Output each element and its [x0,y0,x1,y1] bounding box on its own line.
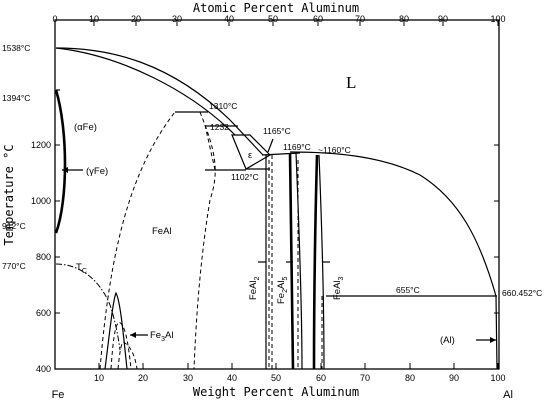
svg-text:Fe2Al5: Fe2Al5 [276,277,289,304]
phase-gamma-fe: (γFe) [86,166,108,177]
bottom-tick-30: 30 [183,373,193,383]
bottom-tick-100: 100 [490,373,505,383]
top-tick-0: 0 [52,14,57,24]
fe2al5-left [288,152,295,370]
bottom-tick-50: 50 [271,373,281,383]
gamma-arrowhead [62,167,68,173]
bottom-axis-ticks [54,363,499,369]
al-arrowhead [490,337,496,343]
top-tick-40: 40 [224,14,234,24]
top-tick-30: 30 [172,14,182,24]
phase-epsilon: ε [248,150,253,161]
fe3al-dome [104,291,128,370]
al-solvus [495,295,498,370]
bottom-tick-20: 20 [138,373,148,383]
phase-feal: FeAl [152,226,172,237]
top-tick-50: 50 [268,14,278,24]
label-1102: 1102°C [231,172,259,182]
left-tick-1200: 1200 [31,140,51,150]
phase-alpha-fe: (αFe) [74,122,97,133]
feal-boundary-left [99,111,176,370]
label-1165: 1165°C [263,126,291,136]
left-tick-600: 600 [36,308,51,318]
phase-al: (Al) [440,335,455,346]
svg-text:TC: TC [76,262,87,275]
label-1232: 1232 [210,122,229,132]
label-770: 770°C [2,261,26,271]
top-tick-60: 60 [313,14,323,24]
liquidus-fe [55,47,264,156]
arrow-1165 [267,138,274,153]
left-axis-title: Temperature °C [2,144,16,245]
phase-tc: TC [76,262,87,275]
tc-curve [55,263,121,351]
al-end-label: Al [503,389,513,401]
top-tick-70: 70 [355,14,365,24]
phase-feal2: FeAl2 [248,276,261,300]
top-tick-10: 10 [89,14,99,24]
feal-boundary-1232 [204,124,216,171]
left-tick-400: 400 [36,364,51,374]
top-axis-ticks [54,20,499,26]
label-1169: 1169°C [283,142,311,152]
liquidus-al [289,151,497,297]
svg-text:FeAl3: FeAl3 [332,276,345,300]
bottom-tick-70: 70 [360,373,370,383]
label-1394: 1394°C [2,93,30,103]
bottom-axis-title: Weight Percent Aluminum [193,385,359,399]
left-tick-1000: 1000 [31,196,51,206]
feal3-right [318,154,325,370]
fe3al-arrowhead [130,332,136,338]
bottom-tick-90: 90 [449,373,459,383]
bottom-tick-60: 60 [316,373,326,383]
left-tick-800: 800 [36,252,51,262]
top-tick-20: 20 [131,14,141,24]
label-1310: 1310°C [209,101,237,111]
top-tick-80: 80 [399,14,409,24]
solidus-alpha [55,47,236,136]
fe2al5-right [295,152,303,370]
fe3al-dome-inner2 [117,341,138,370]
label-912: 912°C [2,221,26,231]
label-655: 655°C [396,285,420,295]
feal3-left [312,154,319,370]
svg-text:Fe3Al: Fe3Al [150,330,173,343]
label-1160: ~1160°C [318,145,351,155]
peritectic-1165 [261,152,301,156]
left-axis-ticks [55,144,499,370]
top-tick-90: 90 [438,14,448,24]
gamma-loop [54,89,67,234]
bottom-tick-80: 80 [405,373,415,383]
phase-fe2al5: Fe2Al5 [276,277,289,304]
svg-text:FeAl2: FeAl2 [248,276,261,300]
fe-end-label: Fe [52,389,65,401]
label-1538: 1538°C [2,43,30,53]
phase-fe3al: Fe3Al [150,330,173,343]
phase-feal3: FeAl3 [332,276,345,300]
top-tick-100: 100 [490,14,505,24]
bottom-tick-40: 40 [227,373,237,383]
phase-liquid: L [346,73,356,92]
plot-frame [54,19,500,370]
bottom-tick-10: 10 [94,373,104,383]
fe3al-dome-inner [110,321,132,370]
label-660: 660.452°C [502,288,542,298]
feal-boundary-right [193,111,216,370]
top-axis-title: Atomic Percent Aluminum [193,1,359,15]
